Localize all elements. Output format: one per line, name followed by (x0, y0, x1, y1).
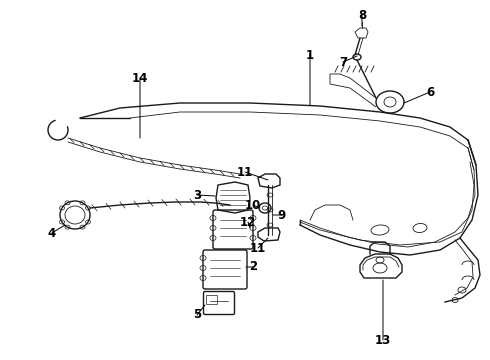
Text: 14: 14 (132, 72, 148, 85)
Text: 10: 10 (245, 198, 261, 212)
Text: 6: 6 (426, 86, 434, 99)
Text: 5: 5 (193, 309, 201, 321)
Text: 2: 2 (249, 261, 257, 274)
Text: 7: 7 (339, 55, 347, 68)
Text: 8: 8 (358, 9, 366, 22)
Text: 11: 11 (237, 166, 253, 179)
Text: 12: 12 (240, 216, 256, 229)
Text: 9: 9 (278, 208, 286, 221)
Text: 1: 1 (306, 49, 314, 62)
Text: 3: 3 (193, 189, 201, 202)
Text: 4: 4 (48, 226, 56, 239)
Text: 11: 11 (250, 242, 266, 255)
Text: 13: 13 (375, 333, 391, 346)
